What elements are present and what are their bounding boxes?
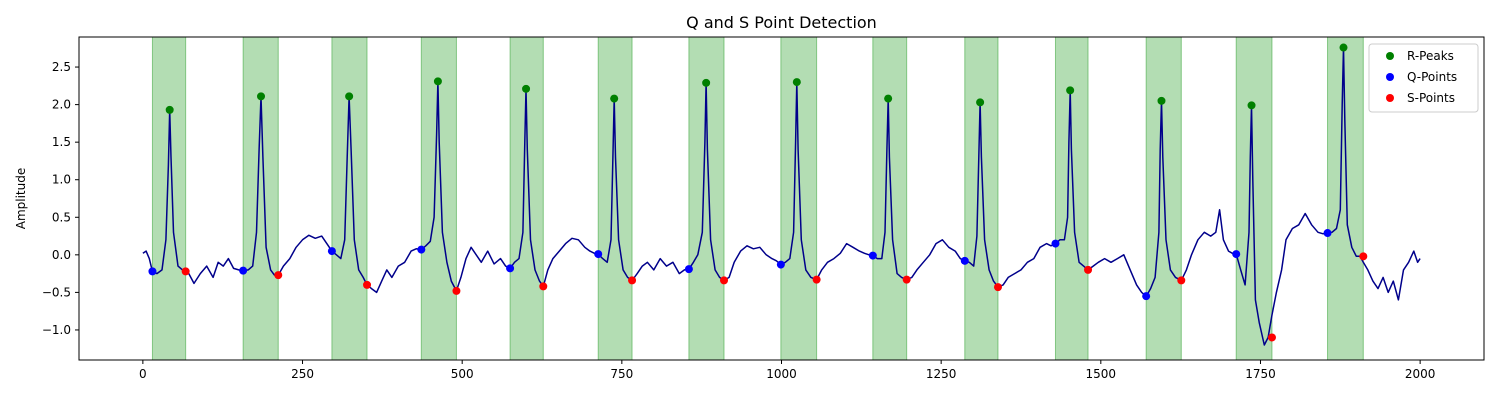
s-point-2 [274, 271, 283, 280]
r-peak-7 [702, 78, 711, 87]
q-point-11 [1051, 239, 1060, 248]
r-peak-12 [1157, 96, 1166, 105]
s-point-5 [539, 282, 548, 291]
x-tick-label: 250 [291, 367, 314, 381]
qrs-span-1 [151, 36, 187, 361]
q-point-4 [417, 245, 426, 254]
q-point-1 [148, 267, 157, 276]
legend-marker-r-peaks [1386, 52, 1394, 60]
legend-marker-s-points [1386, 94, 1394, 102]
r-peak-4 [433, 77, 442, 86]
x-tick-label: 500 [451, 367, 474, 381]
q-point-12 [1142, 292, 1151, 301]
y-tick-label: 0.0 [52, 248, 71, 262]
r-peak-6 [610, 94, 619, 103]
q-point-2 [239, 266, 248, 275]
r-peak-3 [345, 92, 354, 101]
y-tick-label: 1.5 [52, 135, 71, 149]
y-axis-ticks: −1.0 −0.5 0.0 0.5 1.0 1.5 2.0 2.5 [42, 60, 79, 337]
y-tick-label: 2.0 [52, 98, 71, 112]
legend-box [1368, 43, 1479, 113]
s-point-3 [363, 280, 372, 289]
r-peak-1 [165, 105, 174, 114]
y-tick-label: 2.5 [52, 60, 71, 74]
legend-marker-q-points [1386, 73, 1394, 81]
r-peak-10 [976, 98, 985, 107]
qrs-span-4 [420, 36, 457, 361]
legend-label-r-peaks: R-Peaks [1407, 49, 1454, 63]
s-point-10 [993, 283, 1002, 292]
x-tick-label: 0 [139, 367, 147, 381]
qrs-span-10 [964, 36, 999, 361]
r-peak-11 [1066, 86, 1075, 95]
q-point-13 [1232, 250, 1241, 259]
y-tick-label: 1.0 [52, 173, 71, 187]
qrs-span-11 [1054, 36, 1089, 361]
s-point-7 [720, 276, 729, 285]
r-peak-13 [1247, 101, 1256, 110]
s-point-14 [1359, 252, 1368, 261]
y-tick-label: −0.5 [42, 285, 71, 299]
qrs-span-2 [242, 36, 279, 361]
qrs-span-8 [780, 36, 818, 361]
x-tick-label: 750 [610, 367, 633, 381]
qrs-span-3 [331, 36, 368, 361]
s-point-13 [1267, 333, 1276, 342]
q-point-8 [776, 260, 785, 269]
q-point-3 [327, 247, 336, 256]
qrs-span-14 [1327, 36, 1364, 361]
q-point-9 [868, 251, 877, 260]
legend-label-q-points: Q-Points [1407, 70, 1457, 84]
x-tick-label: 1750 [1245, 367, 1276, 381]
y-tick-label: −1.0 [42, 323, 71, 337]
s-point-1 [181, 267, 190, 276]
qrs-span-13 [1235, 36, 1273, 361]
q-point-7 [684, 265, 693, 274]
legend: R-Peaks Q-Points S-Points [1368, 43, 1479, 113]
s-point-4 [452, 286, 461, 295]
x-axis-ticks: 0 250 500 750 1000 1250 1500 1750 2000 [139, 360, 1435, 381]
x-tick-label: 1250 [926, 367, 957, 381]
x-tick-label: 1500 [1086, 367, 1117, 381]
q-point-10 [960, 256, 969, 265]
x-tick-label: 2000 [1405, 367, 1436, 381]
q-point-5 [506, 264, 515, 273]
qrs-span-6 [597, 36, 633, 361]
q-point-6 [594, 250, 603, 259]
qrs-spans [151, 36, 1364, 361]
q-point-14 [1323, 229, 1332, 238]
r-peak-9 [884, 94, 893, 103]
legend-label-s-points: S-Points [1407, 91, 1455, 105]
chart-title: Q and S Point Detection [686, 13, 877, 32]
r-peak-8 [792, 78, 801, 87]
r-peak-5 [522, 84, 531, 93]
s-point-6 [628, 276, 637, 285]
s-point-9 [902, 275, 911, 284]
qrs-span-9 [872, 36, 908, 361]
s-point-11 [1084, 265, 1093, 274]
s-point-8 [812, 275, 821, 284]
detected-points [148, 43, 1368, 342]
s-point-12 [1177, 276, 1186, 285]
y-axis-label: Amplitude [14, 168, 28, 230]
y-tick-label: 0.5 [52, 210, 71, 224]
r-peak-14 [1339, 43, 1348, 52]
r-peak-2 [257, 92, 266, 101]
x-tick-label: 1000 [766, 367, 797, 381]
